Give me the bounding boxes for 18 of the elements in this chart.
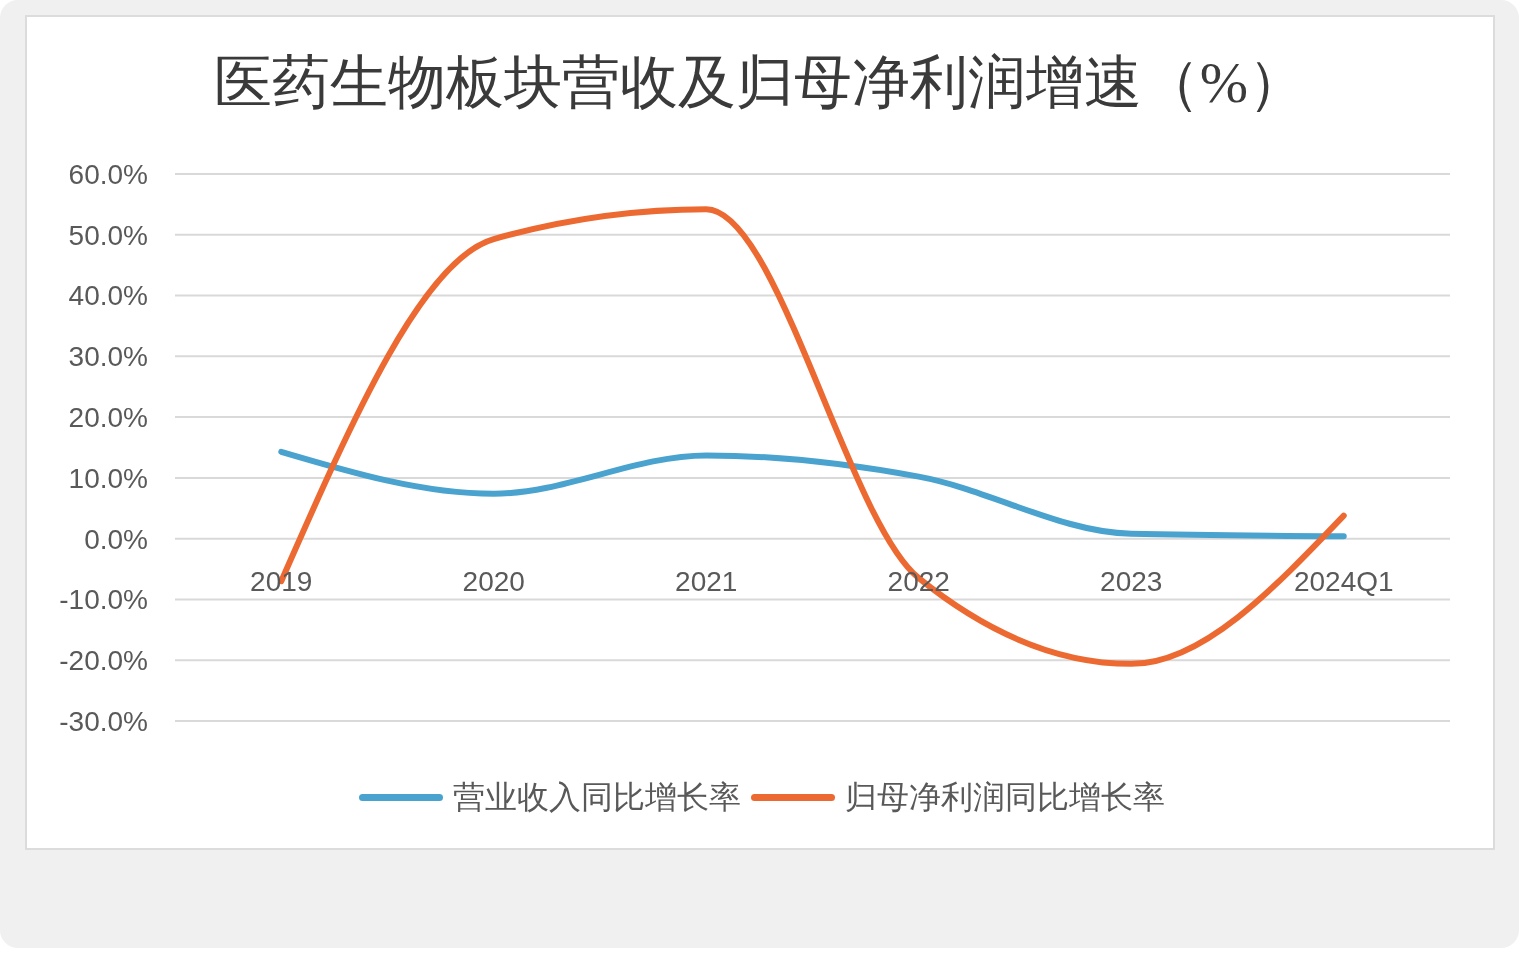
- y-tick-label: 50.0%: [68, 219, 148, 251]
- y-tick-label: -30.0%: [59, 705, 148, 737]
- chart-title: 医药生物板块营收及归母净利润增速（%）: [212, 49, 1308, 117]
- y-tick-label: 40.0%: [68, 280, 148, 312]
- y-tick-label: -10.0%: [59, 584, 148, 616]
- legend-label: 归母净利润同比增长率: [845, 778, 1165, 817]
- x-tick-label: 2020: [462, 566, 525, 598]
- y-tick-label: -20.0%: [59, 645, 148, 677]
- x-tick-label: 2023: [1100, 566, 1163, 598]
- y-tick-label: 30.0%: [68, 341, 148, 373]
- x-tick-label: 2024Q1: [1293, 566, 1394, 598]
- y-tick-label: 60.0%: [68, 158, 148, 190]
- y-tick-label: 0.0%: [84, 523, 148, 555]
- x-tick-label: 2021: [675, 566, 738, 598]
- y-tick-label: 20.0%: [68, 402, 148, 434]
- x-tick-label: 2019: [250, 566, 313, 598]
- y-tick-label: 10.0%: [68, 462, 148, 494]
- legend-label: 营业收入同比增长率: [453, 778, 741, 817]
